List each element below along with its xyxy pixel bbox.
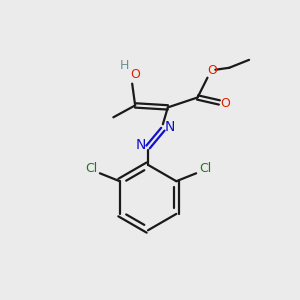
Text: N: N: [136, 138, 146, 152]
Text: H: H: [120, 59, 129, 72]
Text: Cl: Cl: [199, 162, 211, 175]
Text: O: O: [220, 97, 230, 110]
Text: N: N: [165, 120, 175, 134]
Text: O: O: [130, 68, 140, 81]
Text: Cl: Cl: [85, 162, 97, 175]
Text: O: O: [208, 64, 218, 77]
